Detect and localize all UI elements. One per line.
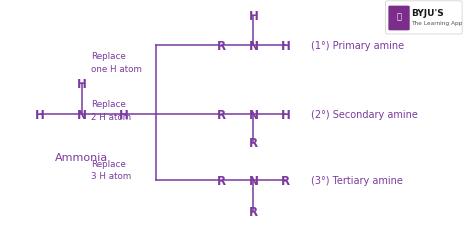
Text: H: H [248, 10, 258, 23]
Text: R: R [249, 205, 258, 218]
Text: H: H [281, 108, 291, 121]
Text: one H atom: one H atom [91, 65, 142, 74]
Text: Replace: Replace [91, 100, 126, 109]
Text: R: R [282, 174, 291, 187]
Text: BYJU'S: BYJU'S [410, 9, 443, 18]
Text: N: N [248, 174, 258, 187]
Text: N: N [248, 40, 258, 53]
Text: Ammonia: Ammonia [55, 153, 109, 163]
Text: Replace: Replace [91, 159, 126, 168]
Text: H: H [118, 108, 128, 121]
Text: R: R [217, 174, 226, 187]
Text: R: R [249, 136, 258, 150]
Text: (1°) Primary amine: (1°) Primary amine [311, 41, 404, 51]
Text: The Learning App: The Learning App [410, 21, 462, 26]
Text: Replace: Replace [91, 52, 126, 61]
Text: R: R [217, 108, 226, 121]
Text: ⓑ: ⓑ [397, 12, 401, 21]
Text: H: H [35, 108, 45, 121]
Text: (2°) Secondary amine: (2°) Secondary amine [311, 109, 418, 120]
Text: 3 H atom: 3 H atom [91, 172, 131, 180]
Text: R: R [217, 40, 226, 53]
FancyBboxPatch shape [385, 2, 462, 35]
Text: 2 H atom: 2 H atom [91, 112, 131, 121]
Text: H: H [77, 77, 87, 90]
Text: H: H [281, 40, 291, 53]
FancyBboxPatch shape [388, 7, 410, 31]
Text: (3°) Tertiary amine: (3°) Tertiary amine [311, 176, 403, 185]
Text: N: N [77, 108, 87, 121]
Text: N: N [248, 108, 258, 121]
